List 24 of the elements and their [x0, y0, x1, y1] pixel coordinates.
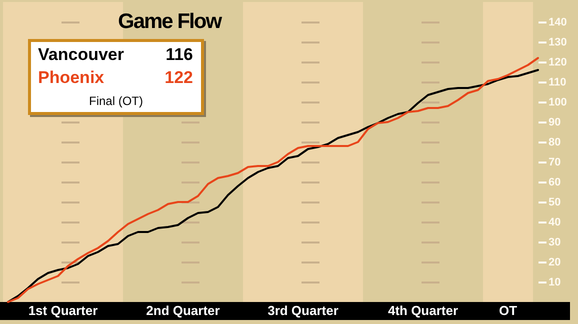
y-tick-label: 80	[548, 136, 561, 148]
text: 2nd Quarter	[146, 303, 220, 318]
annotation: 116	[166, 45, 193, 65]
y-tick-label: 90	[548, 116, 561, 128]
y-tick-label: 110	[548, 76, 566, 88]
y-tick-label: 40	[548, 216, 561, 228]
y-tick-label: 70	[548, 156, 561, 168]
score-panel: Vancouver 116 Phoenix 122 Final (OT)	[28, 39, 204, 115]
text: OT	[498, 303, 518, 318]
y-tick-label: 130	[548, 36, 567, 48]
text: 4th Quarter	[388, 303, 458, 318]
y-tick-label: 50	[548, 196, 561, 208]
y-tick-label: 140	[548, 16, 567, 28]
text: 1st Quarter	[28, 303, 98, 318]
y-tick-label: 60	[548, 176, 561, 188]
y-tick-label: 100	[548, 96, 567, 108]
y-tick-label: 30	[548, 236, 561, 248]
y-tick-label: 120	[548, 56, 567, 68]
y-tick-label: 10	[548, 276, 561, 288]
text: 3rd Quarter	[268, 303, 338, 318]
annotation: Final (OT)	[88, 94, 144, 108]
chart-title: Game Flow	[118, 10, 222, 34]
y-tick-label: 20	[548, 256, 561, 268]
annotation: 122	[164, 68, 193, 88]
